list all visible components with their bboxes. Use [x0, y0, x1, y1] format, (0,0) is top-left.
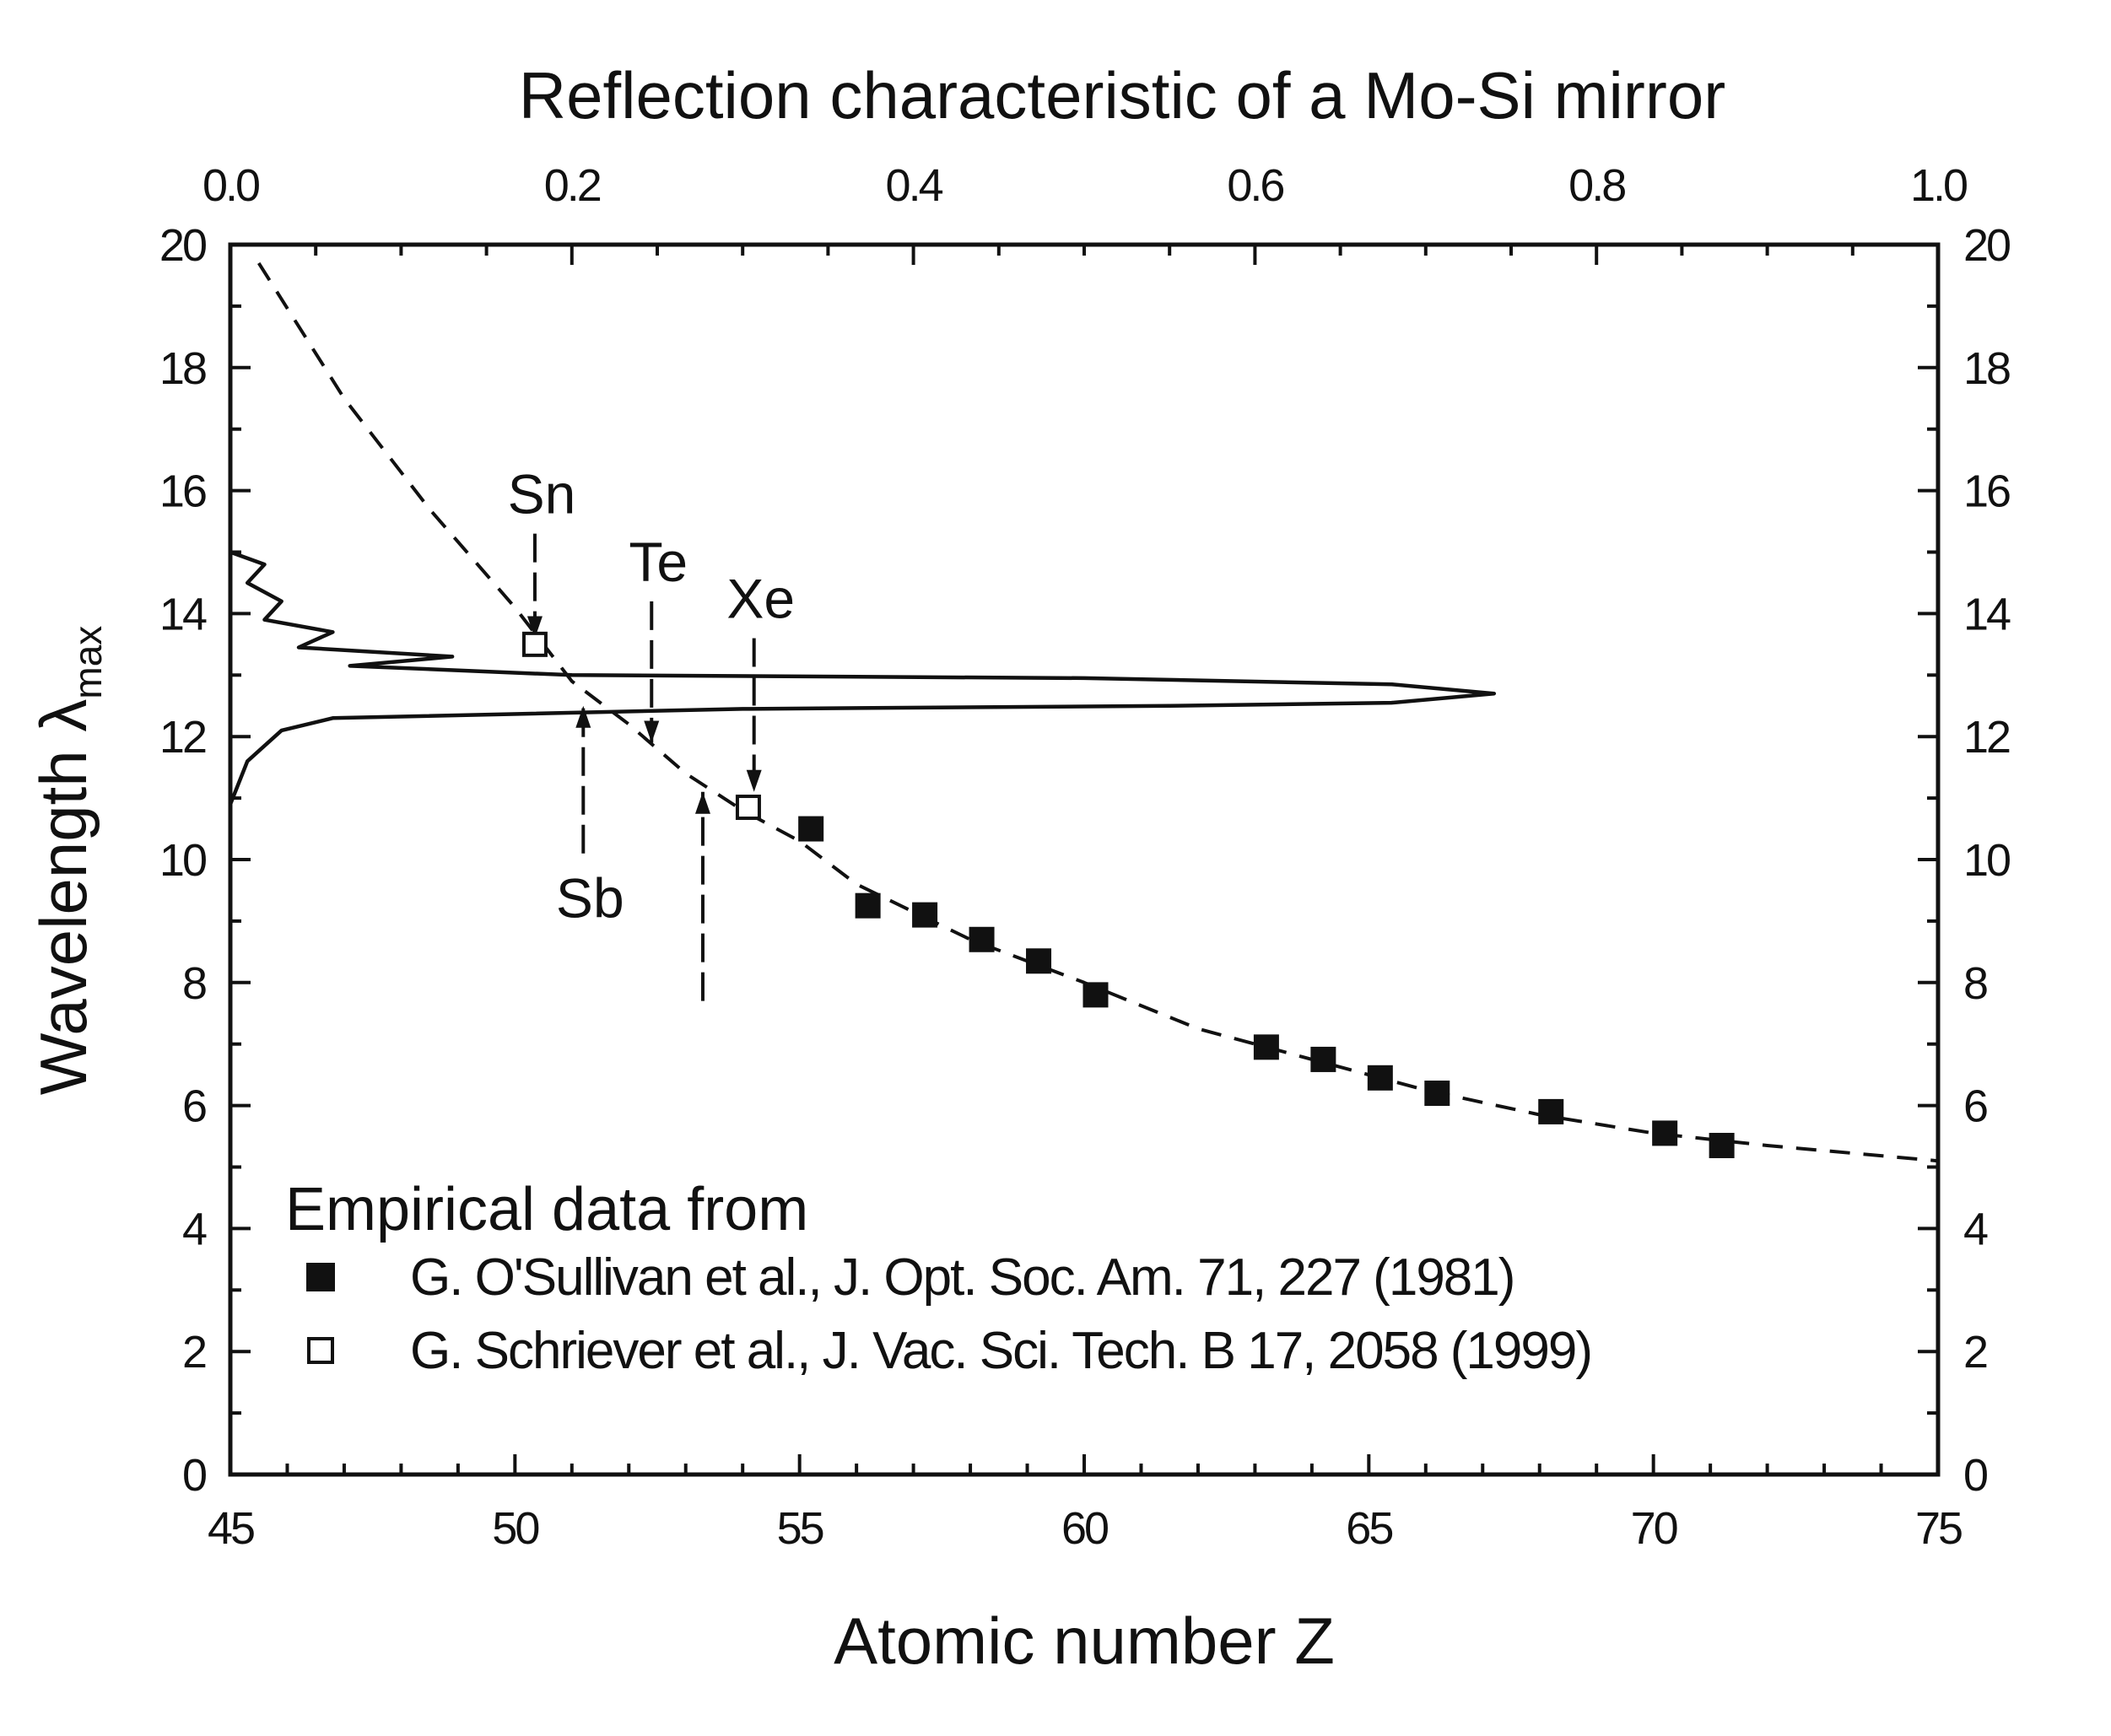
data-point-schriever — [737, 796, 759, 818]
y-axis-title: Wavelength λmax — [26, 626, 110, 1096]
y-tick-label: 20 — [159, 220, 206, 271]
y2-tick-label: 12 — [1963, 712, 2010, 763]
data-point-osullivan — [798, 817, 823, 842]
y2-tick-label: 0 — [1963, 1450, 1987, 1501]
svg-text:Wavelength λmax: Wavelength λmax — [26, 626, 110, 1096]
x-tick-label: 50 — [492, 1503, 538, 1554]
left-y-axis: 0 2 4 6 8 10 12 14 16 18 20 — [159, 220, 251, 1501]
y2-tick-label: 20 — [1963, 220, 2010, 271]
element-label-xe: Xe — [726, 568, 795, 630]
y-tick-label: 8 — [182, 958, 206, 1009]
data-point-osullivan — [1310, 1047, 1336, 1072]
arrow-head — [695, 792, 710, 814]
top-tick-label: 0.8 — [1568, 160, 1625, 211]
data-point-osullivan — [1026, 948, 1051, 973]
x-tick-label: 75 — [1915, 1503, 1962, 1554]
data-point-osullivan — [1538, 1099, 1563, 1124]
legend-heading: Empirical data from — [285, 1176, 808, 1243]
element-label-sn: Sn — [508, 463, 576, 526]
y-tick-label: 6 — [182, 1081, 206, 1132]
top-tick-label: 0.0 — [202, 160, 259, 211]
y2-tick-label: 16 — [1963, 466, 2010, 517]
top-tick-label: 0.6 — [1227, 160, 1283, 211]
mirror-reflectivity-curve — [230, 553, 1494, 805]
fit-curve-dashed — [259, 263, 1938, 1161]
data-point-osullivan — [1424, 1081, 1450, 1106]
data-point-osullivan — [1709, 1133, 1735, 1158]
data-point-osullivan — [1368, 1065, 1393, 1091]
x-tick-label: 70 — [1631, 1503, 1677, 1554]
data-markers — [524, 633, 1735, 1158]
y-tick-label: 18 — [159, 343, 206, 394]
right-y-axis: 0 2 4 6 8 10 12 14 16 18 20 — [1918, 220, 2011, 1501]
y2-tick-label: 18 — [1963, 343, 2010, 394]
y-tick-label: 16 — [159, 466, 206, 517]
y2-tick-label: 4 — [1963, 1204, 1988, 1254]
element-label-sb: Sb — [556, 867, 624, 930]
element-label-te: Te — [629, 531, 688, 593]
legend-marker-filled — [306, 1263, 335, 1291]
data-point-osullivan — [856, 893, 881, 919]
legend-label-osullivan: G. O'Sullivan et al., J. Opt. Soc. Am. 7… — [410, 1248, 1514, 1307]
top-tick-label: 0.2 — [544, 160, 601, 211]
bottom-x-axis: 45 50 55 60 65 70 75 — [208, 1454, 1962, 1554]
y2-tick-label: 2 — [1963, 1327, 1987, 1377]
y-tick-label: 12 — [159, 712, 206, 763]
y-axis-title-sub: max — [66, 626, 110, 699]
y2-tick-label: 10 — [1963, 835, 2010, 886]
top-x-axis: 0.0 0.2 0.4 0.6 0.8 1.0 — [202, 160, 1967, 265]
data-point-osullivan — [1652, 1120, 1677, 1146]
chart-title: Reflection characteristic of a Mo-Si mir… — [519, 58, 1725, 132]
top-tick-label: 0.4 — [886, 160, 943, 211]
y2-tick-label: 6 — [1963, 1081, 1987, 1132]
y-tick-label: 14 — [159, 589, 207, 639]
arrow-head — [575, 706, 591, 728]
x-axis-title: Atomic number Z — [834, 1604, 1335, 1678]
data-point-osullivan — [912, 903, 937, 928]
y2-tick-label: 14 — [1963, 589, 2011, 639]
data-point-osullivan — [1254, 1034, 1279, 1059]
x-tick-label: 55 — [777, 1503, 823, 1554]
x-tick-label: 60 — [1061, 1503, 1108, 1554]
legend-label-schriever: G. Schriever et al., J. Vac. Sci. Tech. … — [410, 1322, 1591, 1380]
y-tick-label: 4 — [182, 1204, 207, 1254]
data-point-schriever — [524, 633, 546, 655]
curves — [230, 263, 1938, 1161]
data-point-osullivan — [969, 927, 995, 952]
y2-tick-label: 8 — [1963, 958, 1987, 1009]
y-axis-title-main: Wavelength λ — [26, 699, 100, 1096]
data-point-osullivan — [1082, 982, 1108, 1007]
y-tick-label: 2 — [182, 1327, 206, 1377]
y-tick-label: 10 — [159, 835, 206, 886]
annotations: Sn Te Xe Sb — [508, 463, 795, 1001]
chart: Reflection characteristic of a Mo-Si mir… — [0, 0, 2111, 1736]
arrow-head — [747, 770, 762, 792]
legend: Empirical data from G. O'Sullivan et al.… — [285, 1176, 1591, 1380]
x-tick-label: 45 — [208, 1503, 254, 1554]
x-tick-label: 65 — [1346, 1503, 1392, 1554]
top-tick-label: 1.0 — [1910, 160, 1967, 211]
y-tick-label: 0 — [182, 1450, 206, 1501]
legend-marker-open — [309, 1339, 332, 1362]
